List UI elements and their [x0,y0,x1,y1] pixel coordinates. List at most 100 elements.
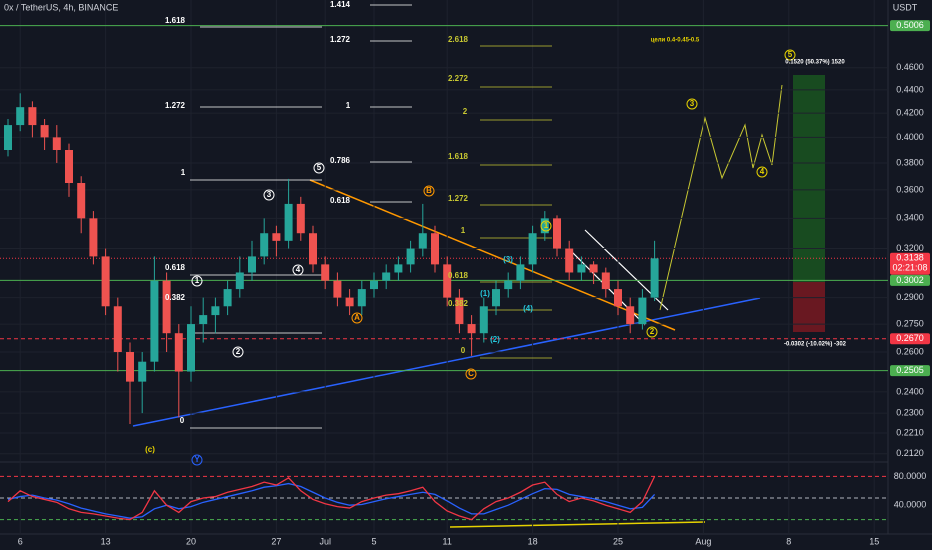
candle-body [28,107,37,126]
candle-body [589,264,598,273]
candle-body [382,272,391,281]
indicator-tick-label: 40.0000 [894,500,927,510]
projection-path [659,84,783,311]
candle-body [528,233,537,265]
x-tick-label: Aug [695,536,711,546]
annotation: 1 [461,226,466,235]
y-tick-label: 0.3600 [896,184,924,194]
y-tick-label: 0.4600 [896,62,924,72]
candle-body [467,324,476,334]
price-badge [890,252,930,275]
trend-line [132,297,761,427]
candle-body [650,258,659,298]
price-badge [890,333,930,345]
candle-body [333,280,342,298]
annotation: 4 [760,167,765,176]
x-tick-label: 20 [186,536,196,546]
wave-circle [191,275,203,287]
annotation: B [426,186,432,195]
y-tick-label: 0.4400 [896,84,924,94]
x-tick-label: 11 [443,536,452,546]
candle-body [516,264,525,281]
candle-body [248,256,256,273]
candle-body [345,297,354,307]
annotation: C [468,369,474,378]
annotation: 1.618 [448,152,469,161]
y-tick-label: 0.2120 [896,448,924,458]
candle-body [406,248,415,265]
x-tick-label: Jul [319,536,331,546]
annotation: -0.0302 (-10.02%) -302 [784,342,847,348]
candle-body [577,264,586,273]
wave-circle [540,220,552,232]
candle-body [52,137,61,150]
wave-circle [784,49,796,61]
candle-body [89,218,98,257]
candle-body [638,297,647,325]
candle-body [150,280,159,362]
indicator-line [7,482,656,519]
annotation: 0 [461,346,466,355]
candle-body [284,203,293,241]
divergence-line [449,521,706,528]
price-badge-label: 0.3002 [896,275,924,285]
x-tick-label: 8 [786,536,791,546]
annotation: 1.272 [330,35,351,44]
x-tick-label: 13 [101,536,111,546]
candle-body [565,248,574,273]
y-tick-label: 0.2750 [896,318,924,328]
y-tick-label: 0.2210 [896,427,924,437]
annotation: 0.618 [165,263,186,272]
annotation: 0.382 [165,293,186,302]
x-tick-label: 15 [869,536,879,546]
candle-body [211,306,220,316]
x-tick-label: 25 [613,536,623,546]
candle-body [492,289,500,307]
annotation: 0.1520 (50.37%) 1520 [785,60,845,66]
candle-body [4,125,12,150]
x-tick-label: 5 [371,536,376,546]
annotation: (4) [523,304,533,313]
candle-body [113,306,122,353]
annotation: Y [194,455,200,464]
annotation: 3 [690,99,695,108]
wave-circle [232,346,244,358]
candle-body [601,272,610,290]
annotation: 2.272 [448,74,469,83]
annotation: 0.382 [448,299,469,308]
annotation: 1.272 [448,194,469,203]
candle-body [77,183,86,219]
indicator-tick-label: 80.0000 [894,471,927,481]
candle-body [370,280,378,290]
candle-body [394,264,403,273]
candle-body [357,289,366,307]
y-tick-label: 0.3800 [896,157,924,167]
candle-body [540,218,549,234]
annotation: 2 [236,347,241,356]
annotation: 1.414 [330,0,351,9]
symbol-title: 0x / TetherUS, 4h, BINANCE [4,2,118,12]
annotation: 2 [650,327,655,336]
annotation: цели 0.4-0.45-0.5 [651,38,700,44]
candle-body [443,264,452,298]
annotation: 0.786 [330,156,351,165]
candle-body [455,297,464,325]
x-tick-label: 27 [271,536,281,546]
annotation: (2) [490,335,500,344]
annotation: 1 [544,221,549,230]
candle-body [418,233,427,249]
wave-circle [263,189,275,201]
y-tick-label: 0.2400 [896,386,924,396]
price-badge-label: 0.3138 [896,253,924,263]
candle-body [187,324,195,372]
price-badge-label: 0.2670 [896,333,924,343]
candle-body [40,125,49,138]
indicator-line [7,476,656,521]
annotation: 1 [181,168,186,177]
wave-circle [465,368,477,380]
annotation: 0.618 [448,271,469,280]
annotation: 1.272 [165,101,186,110]
wave-circle [756,166,768,178]
wave-circle [646,326,658,338]
